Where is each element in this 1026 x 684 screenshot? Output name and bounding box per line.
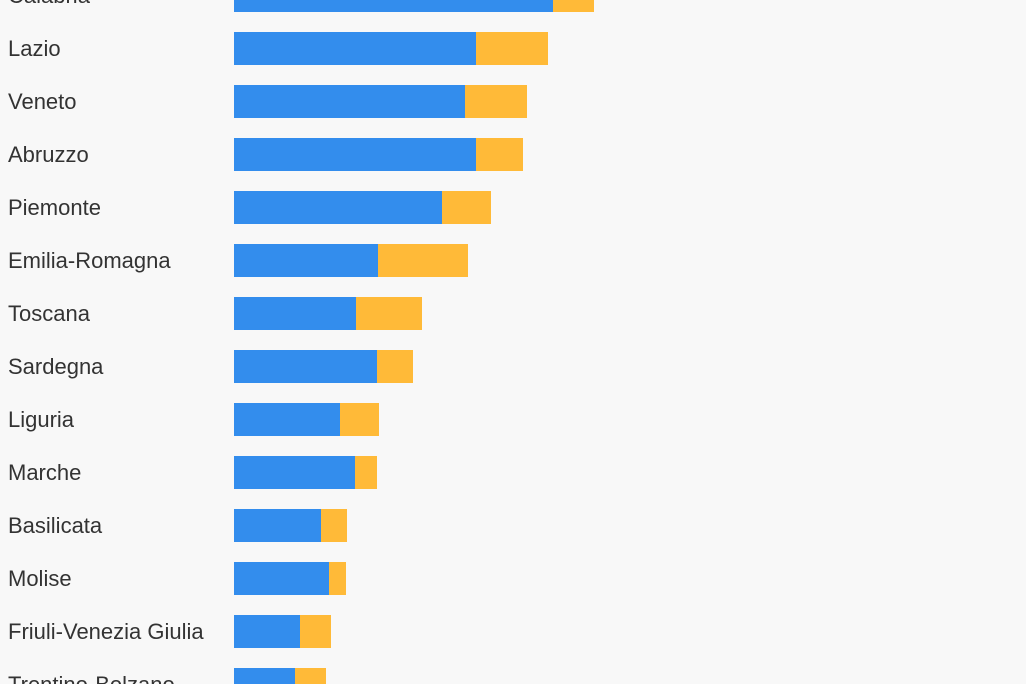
bar-friuli-venezia-giulia-segment-1 — [234, 615, 300, 648]
bar-lazio-segment-2 — [476, 32, 548, 65]
category-label-lazio: Lazio — [8, 36, 61, 61]
category-label-piemonte: Piemonte — [8, 195, 101, 220]
bar-emilia-romagna-segment-2 — [378, 244, 468, 277]
bar-liguria-segment-2 — [340, 403, 379, 436]
bar-calabria-segment-2 — [553, 0, 594, 12]
category-label-veneto: Veneto — [8, 89, 77, 114]
bar-basilicata-segment-1 — [234, 509, 321, 542]
category-label-abruzzo: Abruzzo — [8, 142, 89, 167]
category-label-sardegna: Sardegna — [8, 354, 104, 379]
bar-friuli-venezia-giulia-segment-2 — [300, 615, 331, 648]
bar-marche-segment-1 — [234, 456, 355, 489]
bar-molise-segment-1 — [234, 562, 329, 595]
bar-piemonte-segment-1 — [234, 191, 442, 224]
category-label-basilicata: Basilicata — [8, 513, 103, 538]
bar-liguria-segment-1 — [234, 403, 340, 436]
bar-sardegna-segment-2 — [377, 350, 413, 383]
bar-toscana-segment-1 — [234, 297, 356, 330]
bar-trentino-bolzano-segment-2 — [295, 668, 326, 684]
bars — [234, 0, 594, 684]
bar-abruzzo-segment-1 — [234, 138, 476, 171]
bar-toscana-segment-2 — [356, 297, 422, 330]
category-label-trentino-bolzano: Trentino-Bolzano — [8, 672, 175, 684]
bar-marche-segment-2 — [355, 456, 377, 489]
category-label-liguria: Liguria — [8, 407, 75, 432]
category-label-friuli-venezia-giulia: Friuli-Venezia Giulia — [8, 619, 204, 644]
bar-veneto-segment-2 — [465, 85, 527, 118]
bar-abruzzo-segment-2 — [476, 138, 523, 171]
category-labels: Calabria Lazio Veneto Abruzzo Piemonte Emilia… — [8, 0, 204, 684]
bar-calabria-segment-1 — [234, 0, 553, 12]
bar-veneto-segment-1 — [234, 85, 465, 118]
bar-sardegna-segment-1 — [234, 350, 377, 383]
bar-basilicata-segment-2 — [321, 509, 347, 542]
category-label-molise: Molise — [8, 566, 72, 591]
category-label-toscana: Toscana — [8, 301, 91, 326]
bar-emilia-romagna-segment-1 — [234, 244, 378, 277]
bar-lazio-segment-1 — [234, 32, 476, 65]
category-label-emilia-romagna: Emilia-Romagna — [8, 248, 171, 273]
bar-molise-segment-2 — [329, 562, 346, 595]
bar-piemonte-segment-2 — [442, 191, 491, 224]
bar-trentino-bolzano-segment-1 — [234, 668, 295, 684]
category-label-marche: Marche — [8, 460, 81, 485]
category-label-calabria: Calabria — [8, 0, 91, 8]
